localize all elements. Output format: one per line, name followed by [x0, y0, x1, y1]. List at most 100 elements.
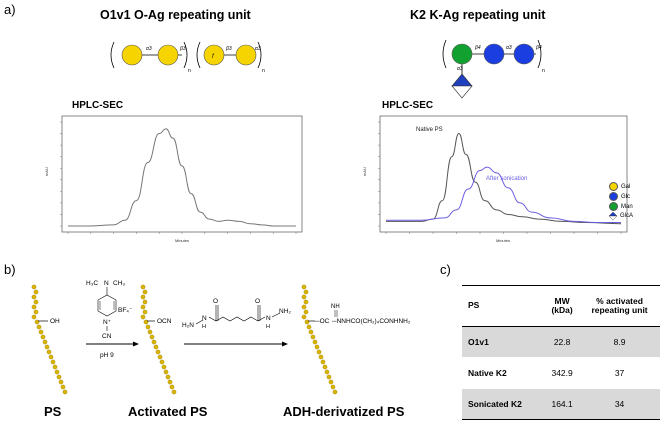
n-label: n: [262, 68, 265, 74]
native-ps-annotation: Native PS: [416, 127, 443, 133]
legend-label: Glc: [621, 193, 630, 200]
bf4-counterion: BF₄⁻: [118, 307, 132, 314]
glc-residue-1: [483, 43, 505, 65]
gal-residue-1: [121, 44, 143, 66]
cell-activated: 8.9: [579, 326, 660, 358]
x-axis-label: Minutes: [175, 238, 189, 243]
panel-label-c: c): [440, 262, 451, 277]
table-row: Sonicated K2 164.1 34: [462, 388, 660, 420]
cdap-reagent: H₃C N CH₃ N⁺ BF₄⁻ CN: [86, 280, 132, 340]
galf-residue: [203, 44, 225, 66]
adh-n1: N: [202, 315, 207, 322]
legend-label: Man: [621, 203, 633, 210]
ch3-left: H₃C: [86, 280, 98, 287]
table-header: PS MW (kDa) % activated repeating unit: [462, 285, 660, 327]
ch3-right: CH₃: [113, 280, 125, 287]
label-activated-ps: Activated PS: [128, 404, 208, 419]
x-axis-label: Minutes: [496, 238, 510, 243]
cyano-group: CN: [102, 333, 112, 340]
adh-h2n: H₂N: [182, 322, 194, 329]
label-adh-ps: ADH-derivatized PS: [283, 404, 405, 419]
hplc-chart-k2: Native PS After sonication Minutes mAU: [362, 115, 628, 243]
series-line-o1v1: [68, 128, 296, 227]
legend-item-man: Man: [609, 202, 633, 211]
n-label: n: [188, 68, 191, 74]
link-label: β4: [535, 45, 542, 51]
glca-residue-bottom: [451, 85, 473, 99]
ps-table: PS MW (kDa) % activated repeating unit O1v…: [462, 285, 660, 420]
plot-frame: [61, 115, 303, 233]
y-axis-label: mAU: [362, 167, 367, 176]
link-label: α3: [146, 46, 152, 52]
cell-ps: O1v1: [462, 326, 546, 358]
legend-item-glca: GlcA: [609, 212, 633, 220]
adh-o2: O: [255, 298, 260, 305]
cell-ps: Native K2: [462, 357, 546, 389]
adh-nh2: NH₂: [279, 308, 291, 315]
cell-mw: 22.8: [545, 326, 580, 358]
y-axis-label: mAU: [44, 167, 49, 176]
dimethylamino-n: N: [104, 280, 109, 287]
panel-label-b: b): [4, 262, 16, 277]
glc-icon: [609, 192, 618, 201]
link-label: β3: [225, 46, 232, 52]
furanose-label: f: [212, 54, 215, 60]
link-label: α3: [255, 46, 261, 52]
k2-structure: β4 α3 β4 α3 n: [442, 39, 545, 99]
o1v1-structure: α3 β3 n f β3 α3 n: [110, 41, 265, 74]
pyridinium-n: N⁺: [103, 319, 111, 326]
header-ps: PS: [462, 285, 546, 327]
activated-ps-chain: [140, 284, 177, 395]
condition-label: pH 9: [100, 352, 114, 359]
adh-o1: O: [213, 298, 218, 305]
gal-residue-3: [235, 44, 257, 66]
link-label: α3: [506, 45, 512, 51]
link-label: β3: [179, 46, 186, 52]
gal-residue-2: [157, 44, 179, 66]
reaction-scheme: OH H₃C N CH₃ N⁺ BF₄⁻ CN pH 9 OCN H₂N N H…: [31, 280, 411, 395]
glca-icon: [609, 212, 617, 220]
table-row: Native K2 342.9 37: [462, 357, 660, 389]
legend-label: GlcA: [620, 213, 634, 219]
product-prefix: ─OC: [314, 318, 330, 325]
cell-ps: Sonicated K2: [462, 388, 546, 420]
product-nh: NH: [331, 304, 340, 310]
product-rest: ─NNHCO(CH₂)₄CONHNH₂: [331, 318, 411, 325]
header-mw: MW (kDa): [545, 285, 580, 327]
n-label: n: [542, 68, 545, 74]
k2-title: K2 K-Ag repeating unit: [410, 8, 546, 22]
cell-activated: 34: [579, 388, 660, 420]
o1v1-title: O1v1 O-Ag repeating unit: [100, 8, 251, 22]
glca-residue-top: [451, 73, 473, 87]
after-sonication-annotation: After sonication: [486, 176, 527, 182]
table-row: O1v1 22.8 8.9: [462, 326, 660, 358]
adh-n2: N: [266, 315, 271, 322]
legend-label: Gal: [621, 183, 631, 190]
adh-h2: H: [266, 324, 270, 330]
adh-reagent: H₂N N H O O N H NH₂: [182, 298, 291, 330]
cell-mw: 342.9: [545, 357, 580, 389]
ocn-group: OCN: [157, 318, 172, 325]
man-residue: [451, 43, 473, 65]
legend-item-gal: Gal: [609, 182, 630, 191]
plot-frame: [379, 115, 628, 233]
cell-activated: 37: [579, 357, 660, 389]
hplc-title-left: HPLC-SEC: [72, 100, 124, 111]
man-icon: [609, 202, 618, 211]
panel-label-a: a): [4, 2, 16, 17]
legend-item-glc: Glc: [609, 192, 630, 201]
hplc-title-right: HPLC-SEC: [382, 100, 434, 111]
link-label: α3: [457, 66, 463, 72]
label-ps: PS: [44, 404, 62, 419]
link-label: β4: [474, 45, 481, 51]
header-activated: % activated repeating unit: [579, 285, 660, 327]
adh-h1: H: [202, 324, 206, 330]
hplc-chart-o1v1: Minutes mAU: [44, 115, 303, 243]
oh-group: OH: [50, 318, 60, 325]
series-line-after-sonication: [386, 166, 621, 224]
adh-ps-chain: [301, 284, 338, 395]
gal-icon: [609, 182, 618, 191]
cell-mw: 164.1: [545, 388, 580, 420]
ps-chain: [31, 284, 68, 395]
glc-residue-2: [513, 43, 535, 65]
